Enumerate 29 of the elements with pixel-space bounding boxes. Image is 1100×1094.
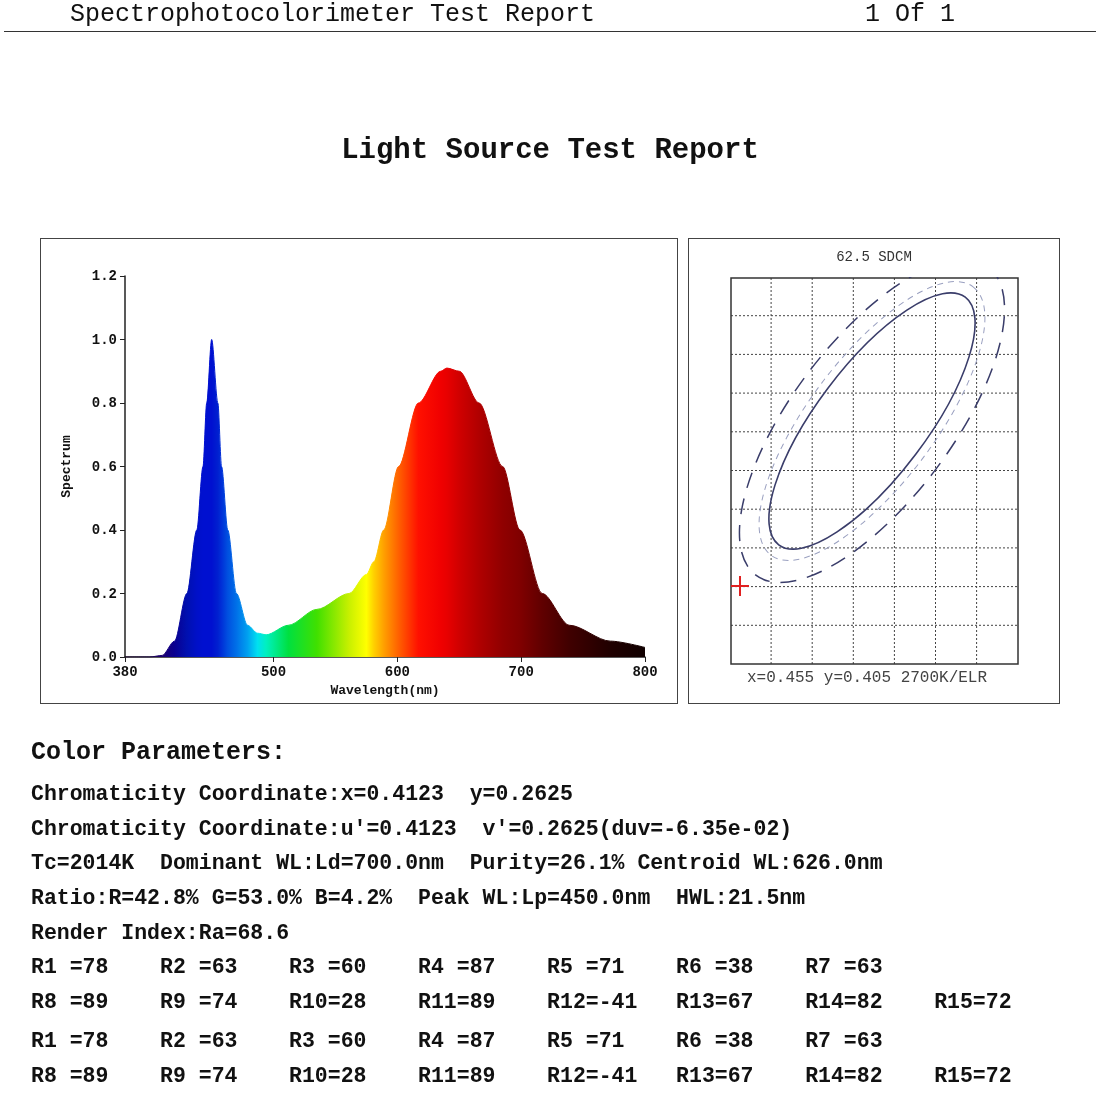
y-tick-label: 0.6 xyxy=(91,458,117,475)
x-tick-label: 800 xyxy=(632,664,658,680)
text: Ratio:R=42.8% G=53.0% B=4.2% Peak WL:Lp=450.0nm HWL:21.5nm xyxy=(31,886,806,910)
x-axis-title: Wavelength(nm) xyxy=(330,682,440,698)
text: R8 =89 R9 =74 R10=28 R11=89 R12=-41 R13=67 R14=82 R15=72 xyxy=(31,990,1012,1014)
y-tick-label: 0.8 xyxy=(91,395,117,411)
text: Chromaticity Coordinate:x=0.4123 y=0.2625 xyxy=(31,782,573,806)
text: Color Parameters: xyxy=(31,738,287,767)
text: R1 =78 R2 =63 R3 =60 R4 =87 R5 =71 R6 =38 R7 =63 xyxy=(31,955,883,979)
x-tick-label: 380 xyxy=(112,664,138,680)
x-tick-label: 700 xyxy=(508,664,534,680)
y-tick-label: 1.0 xyxy=(91,331,117,348)
text: Chromaticity Coordinate:u'=0.4123 v'=0.2625(duv=-6.35e-02) xyxy=(31,817,793,841)
y-tick-label: 1.2 xyxy=(91,268,117,284)
text: Light Source Test Report xyxy=(340,134,760,167)
y-tick-label: 0.4 xyxy=(91,522,117,538)
text: Render Index:Ra=68.6 xyxy=(31,921,290,945)
y-axis-title: Spectrum xyxy=(59,435,74,498)
text: 62.5 SDCM xyxy=(835,249,913,265)
x-tick-label: 500 xyxy=(260,664,287,680)
y-tick-label: 0.2 xyxy=(91,585,117,602)
text: R1 =78 R2 =63 R3 =60 R4 =87 R5 =71 R6 =38 R7 =63 xyxy=(31,1029,883,1053)
x-tick-label: 600 xyxy=(384,664,410,680)
text: 1 Of 1 xyxy=(865,0,956,29)
y-tick-label: 0.0 xyxy=(91,649,117,665)
text: Spectrophotocolorimeter Test Report xyxy=(70,0,596,29)
text: R8 =89 R9 =74 R10=28 R11=89 R12=-41 R13=67 R14=82 R15=72 xyxy=(31,1064,1012,1088)
text: x=0.455 y=0.405 2700K/ELR xyxy=(747,669,988,687)
text: Tc=2014K Dominant WL:Ld=700.0nm Purity=26.1% Centroid WL:626.0nm xyxy=(31,851,883,875)
